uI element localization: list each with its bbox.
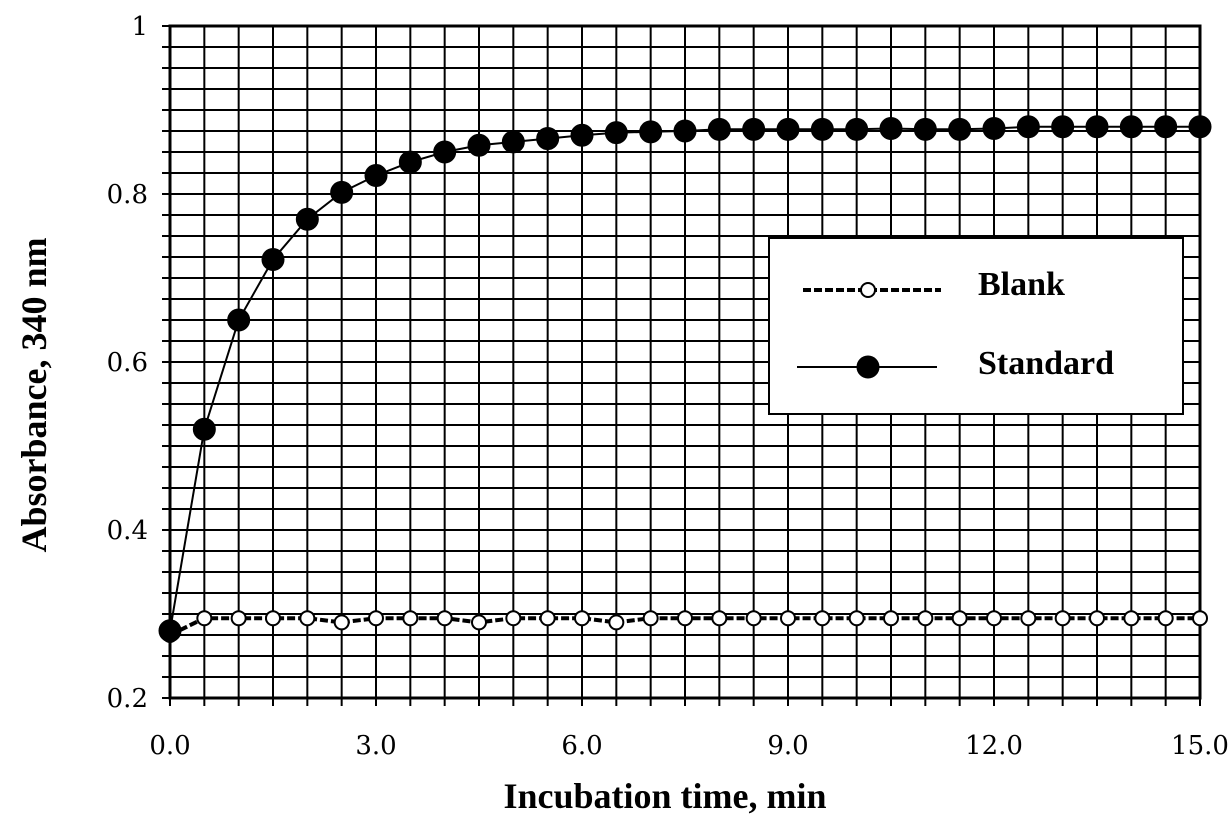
series-blank-point (505, 610, 522, 627)
legend: Blank Standard (768, 237, 1184, 415)
series-blank-point (1089, 610, 1105, 627)
series-standard-point (639, 120, 663, 144)
legend-standard-marker (856, 355, 880, 379)
series-blank-point (711, 610, 728, 627)
series-standard-point (261, 248, 285, 272)
legend-box (768, 237, 1184, 415)
legend-blank-marker (860, 282, 876, 298)
series-standard-point (467, 133, 491, 157)
series-standard-point (707, 117, 731, 141)
series-standard-point (227, 308, 251, 332)
series-blank-point (265, 610, 281, 627)
series-blank-point (574, 610, 590, 627)
series-blank-point (402, 610, 419, 627)
series-standard-point (1119, 115, 1143, 139)
series-blank-point (1157, 610, 1174, 627)
series-standard-point (913, 117, 937, 141)
series-standard-point (1016, 115, 1040, 139)
series-blank-point (471, 614, 487, 631)
x-tick-label: 0.0 (149, 731, 190, 761)
series-blank-point (436, 610, 453, 627)
y-tick-labels: 0.2 0.4 0.6 0.8 1 (107, 12, 148, 714)
series-blank-point (1192, 610, 1208, 627)
series-standard (158, 115, 1212, 643)
legend-blank-label: Blank (978, 266, 1065, 303)
series-blank-point (917, 610, 934, 627)
series-standard-point (845, 117, 869, 141)
y-axis-title: Absorbance, 340 nm (14, 237, 54, 552)
series-standard-point (570, 123, 594, 147)
series-blank-point (951, 610, 968, 627)
series-standard-point (1154, 115, 1178, 139)
series-blank-point (848, 610, 865, 627)
series-blank-point (539, 610, 556, 627)
axes (162, 24, 1202, 706)
series-blank-point (1054, 610, 1071, 627)
series-standard-point (501, 130, 525, 154)
x-tick-label: 9.0 (767, 731, 808, 761)
series-blank-point (745, 610, 762, 627)
series-blank-point (608, 614, 625, 631)
series-standard-point (1085, 115, 1109, 139)
x-tick-label: 3.0 (355, 731, 396, 761)
series-blank-point (780, 610, 796, 627)
series-blank-point (196, 610, 213, 627)
series-standard-point (948, 117, 972, 141)
y-tick-label: 0.8 (107, 180, 148, 210)
series-standard-point (879, 116, 903, 140)
series-standard-point (192, 417, 216, 441)
y-tick-label: 0.2 (107, 684, 148, 714)
x-tick-label: 15.0 (1171, 731, 1228, 761)
series-standard-point (330, 180, 354, 204)
series-standard-point (433, 140, 457, 164)
series-blank-point (986, 610, 1002, 627)
series-blank-point (333, 614, 350, 631)
series-blank-point (368, 610, 384, 627)
series-standard-point (776, 117, 800, 141)
series-standard-point (982, 116, 1006, 140)
series-standard-point (536, 127, 560, 151)
series-standard-point (742, 117, 766, 141)
series-blank-point (230, 610, 247, 627)
series-standard-point (1188, 115, 1212, 139)
x-tick-label: 6.0 (561, 731, 602, 761)
series-standard-point (158, 619, 182, 643)
legend-standard-label: Standard (978, 345, 1114, 382)
series-standard-point (295, 207, 319, 231)
series-standard-point (673, 119, 697, 143)
x-tick-labels: 0.0 3.0 6.0 9.0 12.0 15.0 (149, 731, 1228, 761)
x-axis-title: Incubation time, min (503, 776, 826, 816)
series-standard-point (1051, 115, 1075, 139)
series-standard-point (398, 150, 422, 174)
series-blank-point (814, 610, 831, 627)
series-standard-point (364, 164, 388, 188)
y-tick-label: 0.6 (107, 348, 148, 378)
y-tick-label: 0.4 (107, 516, 148, 546)
x-tick-label: 12.0 (965, 731, 1023, 761)
series-blank-point (1020, 610, 1037, 627)
series-blank-point (883, 610, 899, 627)
series-standard-point (604, 121, 628, 145)
series-blank-point (299, 610, 316, 627)
series-layer (158, 115, 1212, 643)
series-blank (162, 610, 1208, 643)
series-blank-point (1123, 610, 1140, 627)
series-blank-point (642, 610, 659, 627)
y-tick-label: 1 (131, 12, 148, 42)
series-standard-point (810, 117, 834, 141)
series-blank-point (677, 610, 693, 627)
